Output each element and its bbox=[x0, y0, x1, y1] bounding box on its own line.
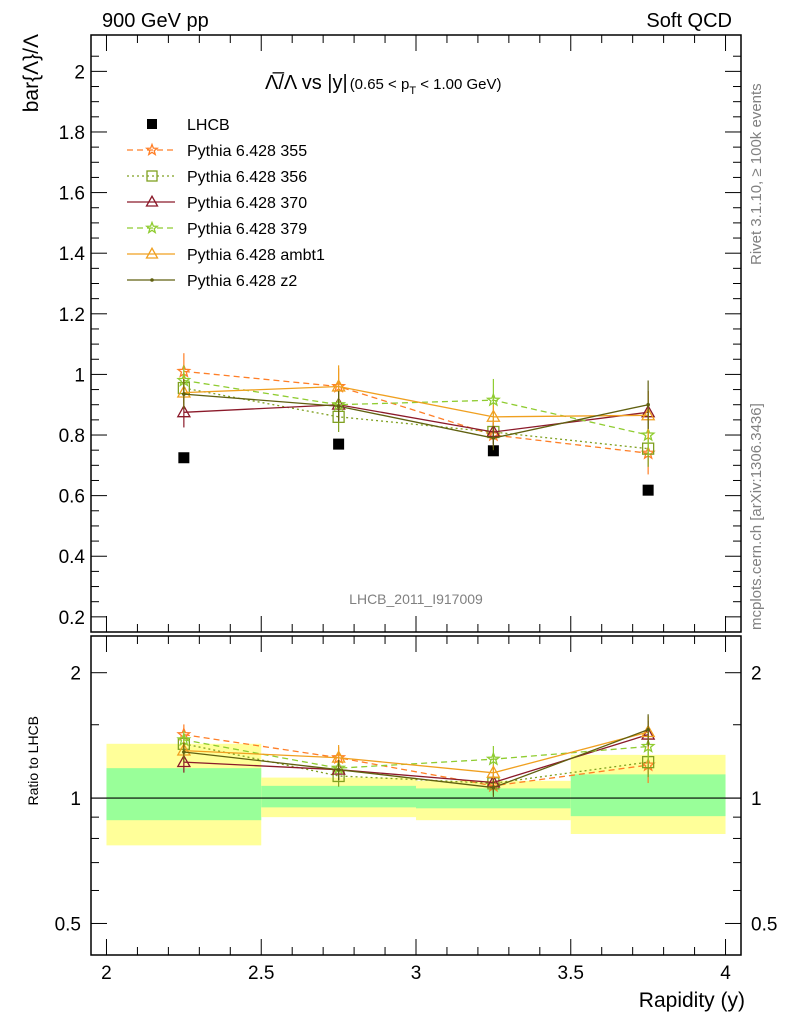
legend-entry-pythia-6-428-379: Pythia 6.428 379 bbox=[127, 220, 307, 238]
series-lhcb bbox=[178, 438, 654, 496]
main-y-axis-label: bar{Λ}/Λ bbox=[20, 34, 43, 112]
main-y-tick-label: 1.4 bbox=[59, 244, 86, 265]
legend-entry-pythia-6-428-370: Pythia 6.428 370 bbox=[127, 194, 307, 212]
x-tick-label: 3.5 bbox=[558, 963, 584, 984]
ratio-y-tick-label-right: 2 bbox=[751, 664, 762, 685]
chart-title: Λ̅/Λ vs |y| (0.65 < pT < 1.00 GeV) bbox=[265, 71, 502, 97]
data-point bbox=[646, 402, 650, 407]
legend-marker bbox=[145, 142, 159, 156]
data-point bbox=[485, 392, 501, 407]
series-line bbox=[183, 393, 649, 439]
data-point bbox=[491, 436, 496, 440]
data-point bbox=[642, 484, 654, 496]
x-tick-label: 2.5 bbox=[248, 963, 274, 984]
legend-marker bbox=[147, 119, 157, 129]
main-y-tick-label: 2 bbox=[74, 62, 85, 83]
uncertainty-bands bbox=[91, 743, 741, 846]
main-y-tick-label: 1.6 bbox=[59, 184, 85, 205]
legend-label: Pythia 6.428 370 bbox=[187, 195, 307, 212]
data-point bbox=[182, 392, 186, 396]
main-y-tick-label: 1.2 bbox=[59, 305, 85, 326]
series-pythia-6-428-355 bbox=[176, 353, 656, 475]
chart-title-subscript: T bbox=[409, 85, 416, 97]
data-point bbox=[487, 445, 499, 457]
legend-entry-pythia-6-428-ambt1: Pythia 6.428 ambt1 bbox=[127, 246, 325, 264]
legend-entry-pythia-6-428-z2: Pythia 6.428 z2 bbox=[127, 273, 297, 290]
ratio-y-tick-label: 0.5 bbox=[55, 914, 81, 935]
legend-entry-pythia-6-428-355: Pythia 6.428 355 bbox=[127, 142, 307, 160]
x-axis-label: Rapidity (y) bbox=[639, 989, 745, 1012]
legend-label: LHCB bbox=[187, 117, 230, 134]
legend-entry-pythia-6-428-356: Pythia 6.428 356 bbox=[127, 169, 307, 186]
ratio-series-line bbox=[183, 729, 649, 789]
series-line bbox=[183, 379, 649, 436]
series-line bbox=[183, 370, 649, 454]
legend-label: Pythia 6.428 z2 bbox=[187, 273, 297, 290]
ratio-y-tick-label: 1 bbox=[70, 789, 81, 810]
series-pythia-6-428-379 bbox=[176, 365, 656, 457]
series-line bbox=[183, 404, 649, 433]
ratio-series-pythia-6-428-z2 bbox=[182, 714, 650, 797]
data-point bbox=[333, 438, 345, 450]
main-y-tick-label: 0.4 bbox=[59, 547, 86, 568]
main-plot-series bbox=[176, 353, 656, 496]
main-y-tick-label: 0.2 bbox=[59, 608, 85, 629]
main-y-tick-label: 1.8 bbox=[59, 123, 85, 144]
main-y-tick-label: 0.6 bbox=[59, 487, 85, 508]
ratio-y-tick-label-right: 1 bbox=[751, 789, 762, 810]
header-left: 900 GeV pp bbox=[102, 10, 209, 32]
ratio-y-tick-label-right: 0.5 bbox=[751, 914, 777, 935]
ratio-y-tick-label: 2 bbox=[70, 664, 81, 685]
series-line bbox=[183, 387, 649, 450]
legend-marker bbox=[145, 194, 159, 207]
ratio-plot-series bbox=[176, 714, 656, 797]
green-band bbox=[261, 785, 416, 808]
series-line bbox=[183, 385, 649, 418]
legend-marker bbox=[145, 220, 159, 234]
data-point bbox=[178, 452, 190, 464]
ratio-data-point bbox=[486, 765, 501, 778]
legend: LHCB Pythia 6.428 355 Pythia 6.428 356 Pyth… bbox=[127, 117, 325, 290]
legend-label: Pythia 6.428 ambt1 bbox=[187, 247, 325, 264]
ratio-series-line bbox=[183, 739, 649, 769]
ratio-data-point bbox=[491, 785, 496, 790]
chart-title-sub-end: < 1.00 GeV) bbox=[416, 76, 501, 93]
legend-label: Pythia 6.428 356 bbox=[187, 169, 307, 186]
ratio-series-line bbox=[183, 743, 649, 784]
legend-entry-lhcb: LHCB bbox=[147, 117, 230, 134]
chart-title-main: Λ̅/Λ vs |y| bbox=[265, 71, 348, 94]
main-y-tick-label: 0.8 bbox=[59, 426, 85, 447]
side-text-bottom: mcplots.cern.ch [arXiv:1306.3436] bbox=[748, 403, 765, 630]
legend-label: Pythia 6.428 355 bbox=[187, 143, 307, 160]
ratio-series-line bbox=[183, 734, 649, 787]
x-tick-label: 2 bbox=[101, 963, 112, 984]
ratio-data-point bbox=[646, 727, 650, 732]
series-pythia-6-428-z2 bbox=[182, 378, 650, 451]
main-y-tick-label: 1 bbox=[74, 365, 85, 386]
data-point bbox=[486, 409, 501, 422]
ratio-data-point bbox=[336, 767, 341, 772]
legend-marker bbox=[145, 246, 159, 259]
legend-marker bbox=[150, 278, 154, 282]
analysis-watermark: LHCB_2011_I917009 bbox=[349, 591, 483, 607]
x-tick-label: 3 bbox=[411, 963, 422, 984]
ratio-data-point bbox=[176, 754, 192, 768]
green-band bbox=[106, 768, 262, 821]
ratio-data-point bbox=[485, 751, 501, 766]
ratio-y-axis-label: Ratio to LHCB bbox=[25, 716, 41, 805]
data-point bbox=[176, 404, 192, 418]
legend-marker bbox=[146, 170, 158, 182]
data-point bbox=[336, 404, 341, 409]
ratio-series-line bbox=[183, 731, 649, 774]
chart-title-sub: (0.65 < p bbox=[350, 76, 410, 93]
legend-label: Pythia 6.428 379 bbox=[187, 221, 307, 238]
series-pythia-6-428-370 bbox=[176, 389, 656, 445]
side-text-top: Rivet 3.1.10, ≥ 100k events bbox=[748, 83, 765, 265]
header-right: Soft QCD bbox=[646, 10, 732, 32]
ratio-data-point bbox=[182, 750, 186, 754]
data-point bbox=[331, 378, 346, 392]
x-tick-label: 4 bbox=[720, 963, 731, 984]
